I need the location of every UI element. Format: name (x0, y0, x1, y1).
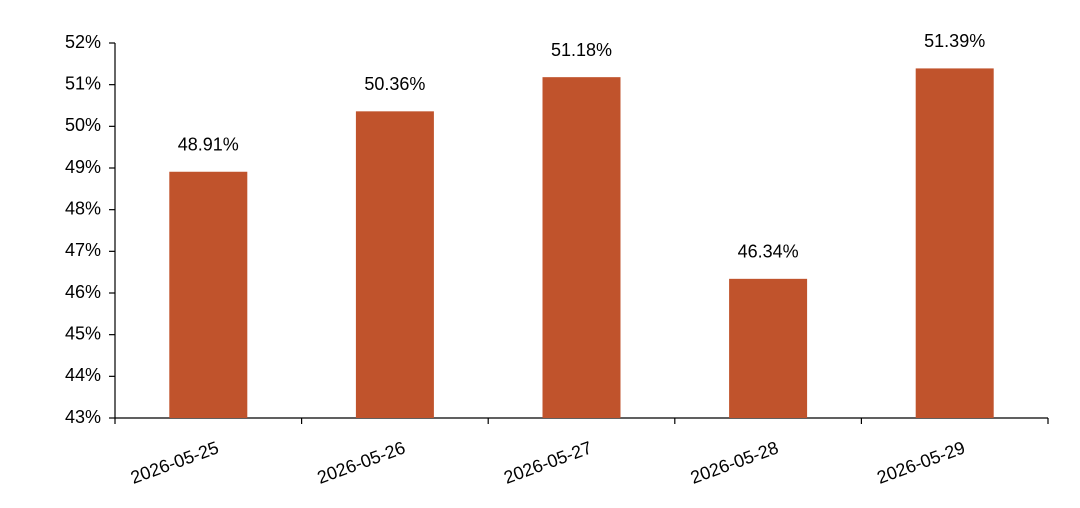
data-label: 50.36% (364, 74, 425, 94)
y-tick-label: 43% (65, 407, 101, 427)
bar (542, 77, 621, 419)
x-tick-label: 2026-05-27 (501, 437, 594, 487)
y-tick-label: 48% (65, 198, 101, 218)
x-tick-label: 2026-05-29 (874, 437, 967, 487)
data-label: 48.91% (178, 135, 239, 155)
y-tick-label: 44% (65, 365, 101, 385)
data-label: 51.18% (551, 40, 612, 60)
bar (169, 171, 248, 418)
x-tick-label: 2026-05-28 (688, 437, 781, 487)
bar (915, 68, 994, 419)
y-tick-label: 45% (65, 323, 101, 343)
x-tick-label: 2026-05-25 (128, 437, 221, 487)
y-tick-label: 46% (65, 282, 101, 302)
data-label: 46.34% (738, 242, 799, 262)
y-tick-label: 51% (65, 73, 101, 93)
y-tick-label: 47% (65, 240, 101, 260)
y-tick-label: 50% (65, 115, 101, 135)
y-tick-label: 52% (65, 32, 101, 52)
y-tick-label: 49% (65, 157, 101, 177)
bar (729, 278, 808, 418)
x-tick-label: 2026-05-26 (315, 437, 408, 487)
data-label: 51.39% (924, 31, 985, 51)
bar (355, 111, 434, 418)
